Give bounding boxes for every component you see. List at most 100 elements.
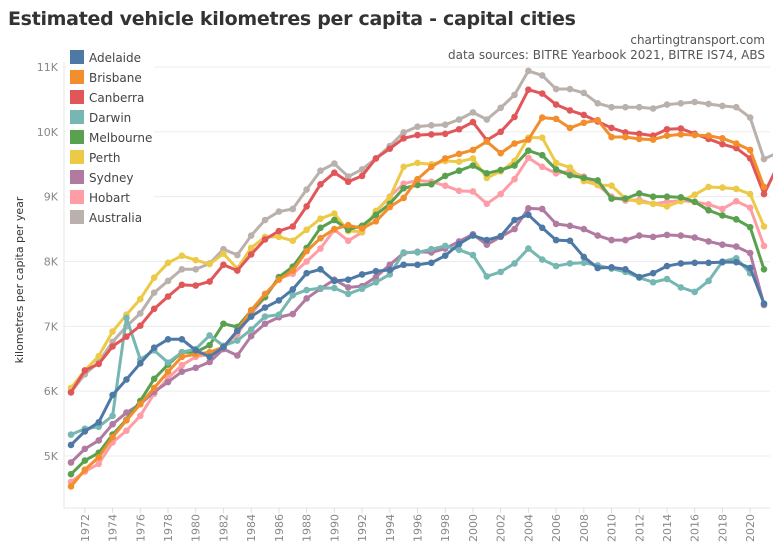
data-point (178, 252, 186, 259)
data-point (206, 353, 213, 361)
data-point (594, 177, 601, 184)
data-point (497, 166, 504, 174)
x-tick-label: 2010 (606, 514, 619, 542)
data-point (552, 236, 560, 244)
data-point (511, 91, 518, 99)
data-point (441, 252, 449, 259)
data-point (400, 163, 407, 171)
data-point (538, 256, 546, 263)
data-point (622, 133, 629, 141)
data-point (67, 459, 75, 466)
data-point (677, 260, 685, 267)
data-point (746, 264, 754, 272)
legend-item-perth[interactable]: Perth (70, 150, 120, 165)
legend-item-hobart[interactable]: Hobart (70, 190, 130, 205)
data-point (469, 251, 477, 259)
data-point (455, 150, 463, 158)
data-point (261, 290, 269, 298)
data-point (67, 470, 75, 478)
data-point (178, 361, 186, 369)
data-point (580, 174, 588, 182)
legend-item-canberra[interactable]: Canberra (70, 90, 144, 105)
data-point (386, 266, 394, 274)
data-point (746, 204, 754, 211)
data-point (552, 262, 560, 270)
data-point (344, 226, 352, 234)
data-point (719, 140, 726, 148)
legend-item-melbourne[interactable]: Melbourne (70, 130, 152, 145)
x-tick-label: 1996 (412, 514, 425, 542)
x-tick-label: 2014 (661, 514, 674, 542)
legend-item-darwin[interactable]: Darwin (70, 110, 131, 125)
data-point (746, 114, 754, 121)
legend-item-brisbane[interactable]: Brisbane (70, 70, 142, 85)
data-point (719, 212, 726, 219)
data-point (732, 140, 740, 147)
data-point (705, 277, 712, 285)
data-point (663, 125, 671, 133)
data-point (691, 131, 698, 139)
data-point (719, 102, 726, 110)
series-lines (67, 67, 773, 490)
data-point (261, 216, 269, 224)
legend-label: Canberra (89, 91, 144, 105)
legend-label: Perth (89, 151, 120, 165)
data-point (150, 289, 158, 296)
data-point (649, 193, 657, 200)
data-point (95, 360, 103, 368)
legend-swatch (70, 50, 84, 64)
data-point (732, 258, 740, 266)
data-point (344, 276, 352, 283)
data-point (428, 163, 435, 171)
legend-item-sydney[interactable]: Sydney (70, 170, 133, 185)
data-point (649, 233, 657, 241)
data-point (649, 105, 657, 112)
data-point (580, 111, 588, 119)
data-point (372, 278, 380, 286)
data-point (441, 182, 449, 189)
data-point (608, 195, 615, 202)
data-point (414, 249, 421, 256)
x-tick-label: 1988 (301, 514, 314, 542)
data-point (608, 182, 615, 189)
data-point (622, 236, 629, 244)
x-tick-label: 1980 (190, 514, 203, 542)
data-point (538, 114, 546, 121)
data-point (511, 260, 518, 267)
legend-item-adelaide[interactable]: Adelaide (70, 50, 141, 65)
data-point (358, 166, 366, 173)
data-point (469, 188, 477, 195)
data-point (594, 100, 601, 107)
data-point (344, 173, 352, 180)
data-point (483, 273, 491, 280)
data-point (220, 245, 227, 253)
data-point (344, 284, 352, 291)
legend-item-australia[interactable]: Australia (70, 210, 142, 225)
data-point (691, 191, 698, 199)
data-point (760, 242, 768, 250)
data-point (303, 186, 310, 193)
data-point (705, 183, 712, 191)
data-point (289, 223, 297, 230)
data-point (137, 310, 144, 317)
data-point (552, 159, 560, 167)
data-point (441, 172, 449, 180)
data-point (331, 210, 338, 217)
data-point (289, 286, 297, 293)
data-point (594, 116, 601, 124)
data-point (358, 225, 366, 232)
data-point (220, 261, 227, 269)
x-tick-label: 2000 (467, 514, 480, 542)
legend-swatch (70, 90, 84, 104)
data-point (414, 159, 421, 167)
data-point (691, 288, 698, 296)
data-point (150, 384, 158, 392)
data-point (192, 347, 200, 354)
data-point (552, 166, 560, 173)
data-point (303, 286, 310, 294)
data-point (663, 262, 671, 270)
x-tick-label: 2006 (550, 514, 563, 542)
data-point (566, 124, 574, 132)
data-point (358, 172, 366, 180)
data-point (719, 258, 726, 266)
